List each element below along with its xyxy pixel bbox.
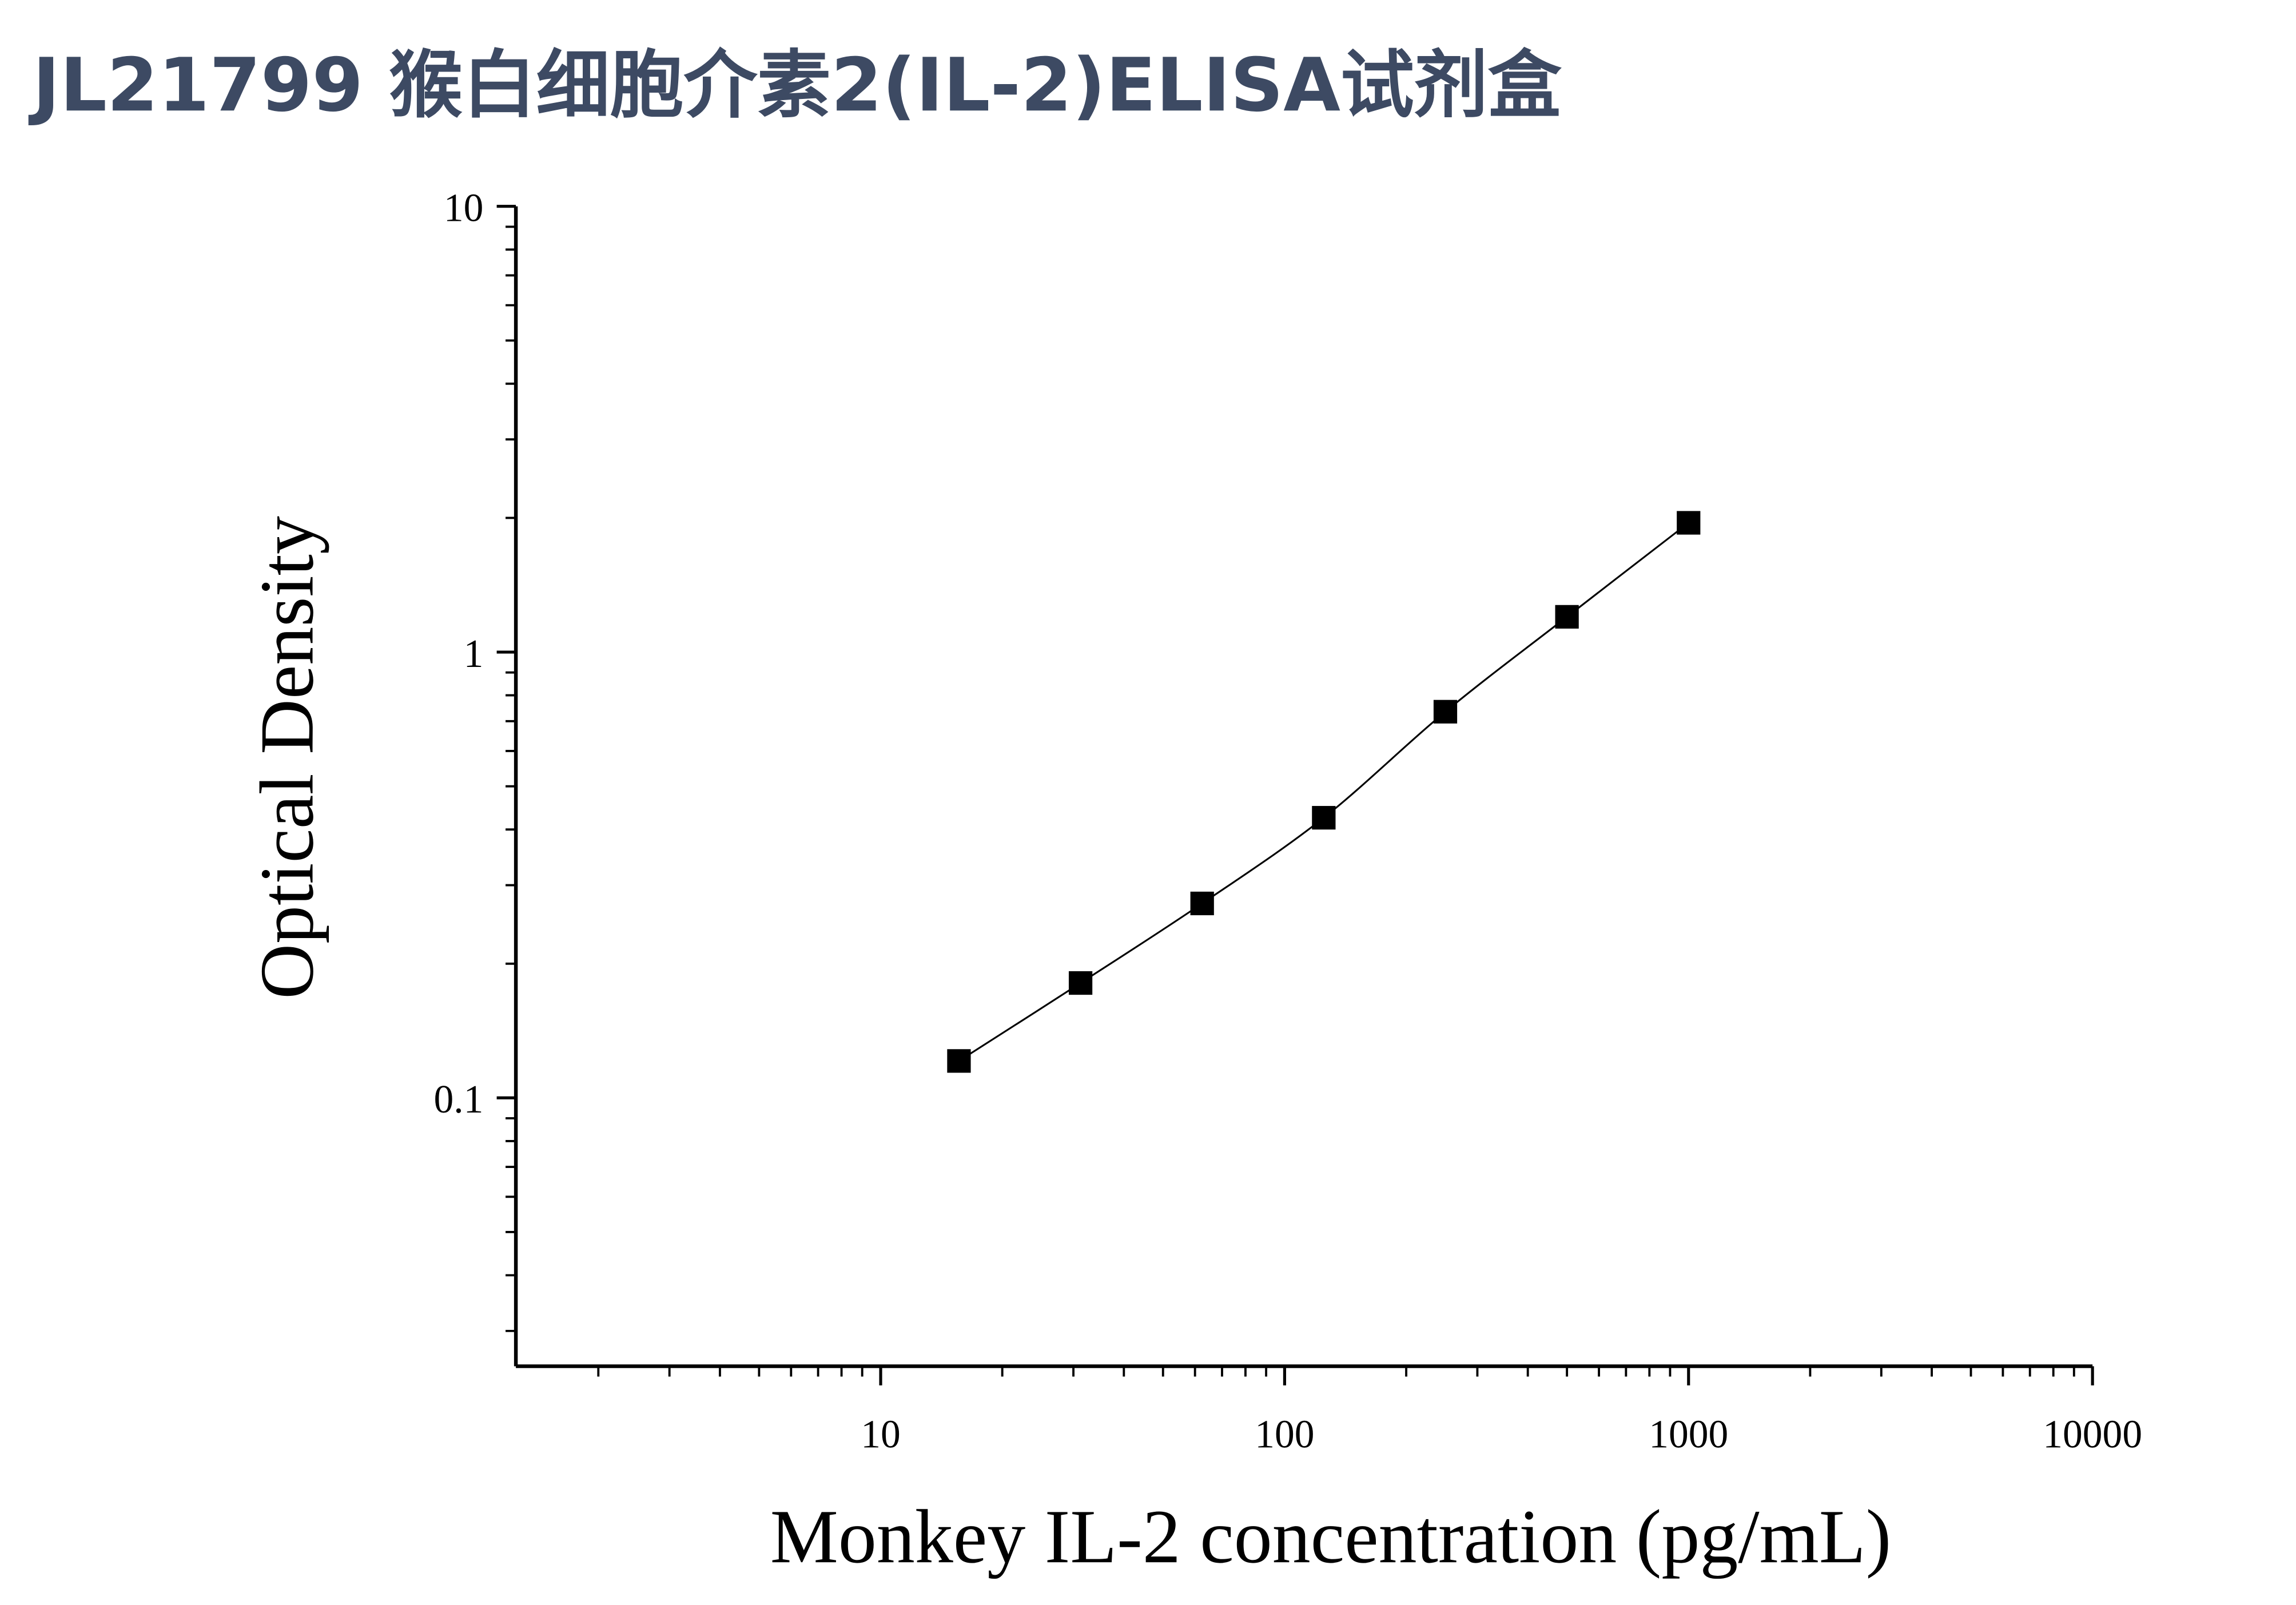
x-axis-label: Monkey IL-2 concentration (pg/mL) [770, 1494, 1892, 1579]
marker [1312, 806, 1336, 830]
y-tick-label: 1 [464, 632, 484, 676]
marker [1555, 605, 1579, 629]
x-tick-label: 100 [1255, 1412, 1314, 1456]
marker [947, 1049, 971, 1073]
y-axis-label: Optical Density [245, 516, 329, 999]
x-tick-label: 1000 [1649, 1412, 1728, 1456]
curve [958, 522, 1689, 1062]
y-tick-label: 10 [444, 186, 484, 231]
marker [1433, 700, 1458, 724]
y-tick-label: 0.1 [433, 1078, 483, 1122]
marker [1677, 511, 1701, 535]
marker [1190, 891, 1214, 916]
chart-title: JL21799 猴白细胞介素2(IL-2)ELISA试剂盒 [28, 42, 1562, 128]
x-tick-label: 10000 [2043, 1412, 2142, 1456]
marker [1068, 971, 1093, 995]
x-tick-label: 10 [861, 1412, 901, 1456]
